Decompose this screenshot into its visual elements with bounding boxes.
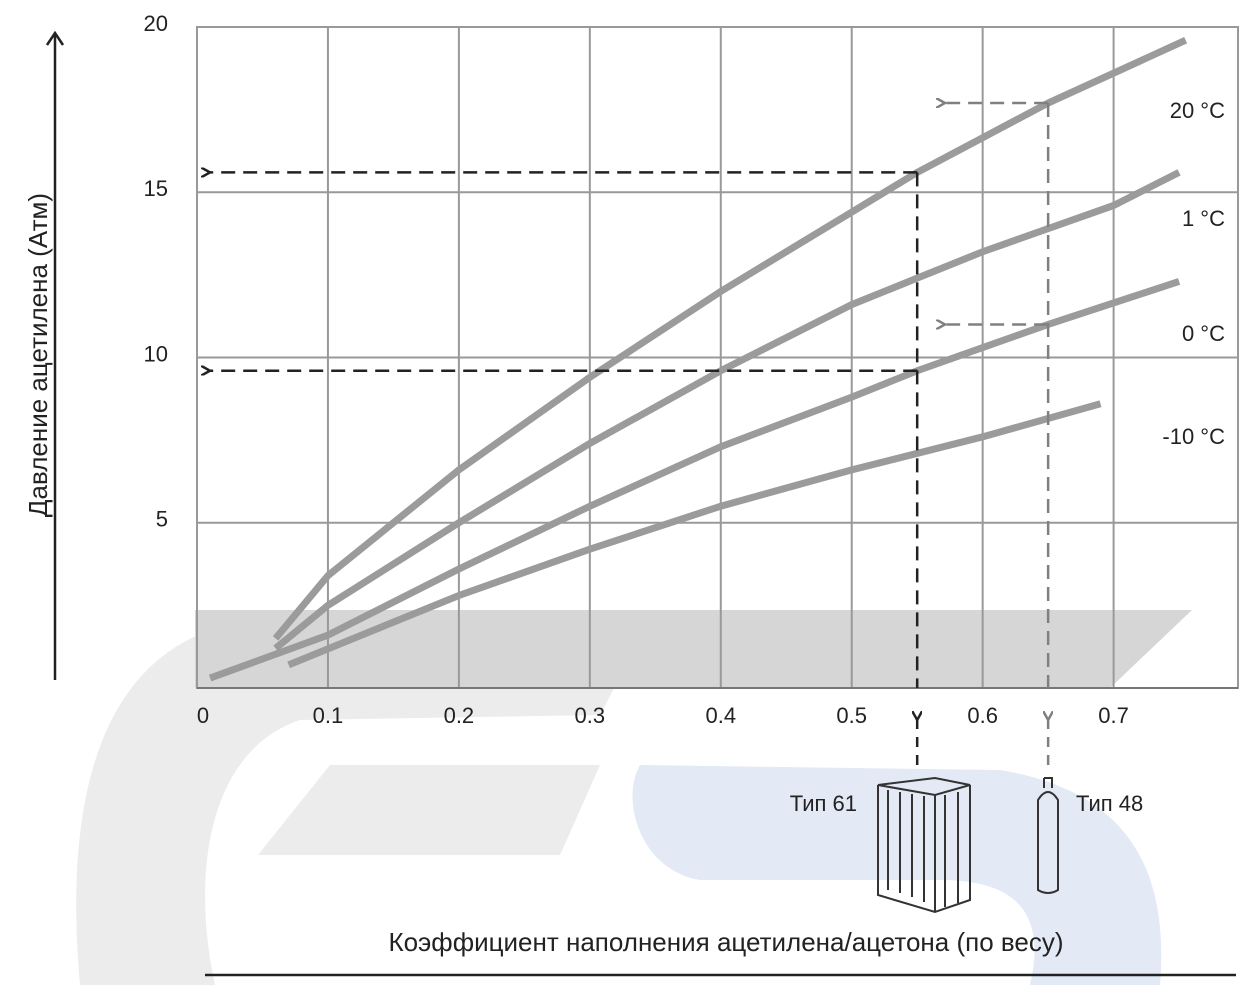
series-label: 0 °C	[1182, 321, 1225, 346]
y-tick-label: 15	[144, 176, 168, 201]
y-axis-label: Давление ацетилена (Атм)	[23, 193, 53, 517]
x-axis-label: Коэффициент наполнения ацетилена/ацетона…	[388, 927, 1063, 957]
x-tick-label: 0.2	[444, 703, 475, 728]
y-tick-label: 10	[144, 341, 168, 366]
series-label: -10 °C	[1162, 424, 1225, 449]
y-tick-label: 20	[144, 11, 168, 36]
x-tick-label: 0.1	[313, 703, 344, 728]
cylinder-icon	[1037, 777, 1059, 894]
x-tick-label: 0.6	[967, 703, 998, 728]
x-tick-label: 0	[197, 703, 209, 728]
x-tick-label: 0.4	[705, 703, 736, 728]
cylinder-pack-icon	[877, 776, 971, 914]
watermark	[76, 610, 1192, 985]
x-tick-label: 0.3	[575, 703, 606, 728]
series-label: 1 °C	[1182, 206, 1225, 231]
annotation: Тип 48	[1076, 791, 1143, 816]
series-line	[208, 278, 1181, 682]
x-tick-label: 0.7	[1098, 703, 1129, 728]
annotation: Тип 61	[790, 791, 857, 816]
y-tick-label: 5	[156, 507, 168, 532]
series-line	[272, 37, 1188, 641]
series-line	[273, 169, 1181, 652]
y-axis-arrowhead	[45, 30, 65, 46]
series-label: 20 °C	[1170, 98, 1225, 123]
series-line	[287, 400, 1102, 669]
x-tick-label: 0.5	[836, 703, 867, 728]
